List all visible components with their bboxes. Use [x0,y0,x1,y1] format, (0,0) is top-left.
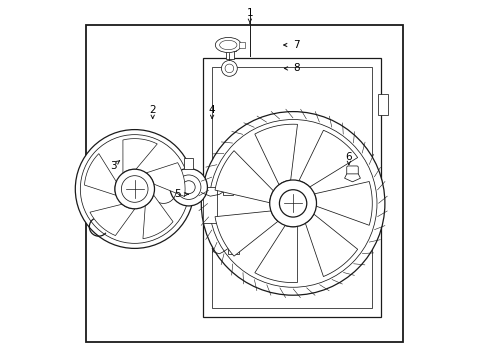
Circle shape [224,64,233,73]
Bar [228,246,239,254]
Circle shape [335,152,347,165]
Ellipse shape [219,40,237,50]
Circle shape [75,130,194,248]
Polygon shape [344,174,360,182]
Circle shape [269,180,316,227]
Bar [212,67,371,308]
Text: 4: 4 [208,105,215,115]
Polygon shape [84,154,116,195]
Bar [86,25,402,342]
Text: 5: 5 [174,189,181,199]
Circle shape [182,181,195,194]
Text: 1: 1 [246,8,253,18]
Polygon shape [254,225,297,283]
Bar [203,187,216,223]
Bar [378,94,387,115]
Polygon shape [305,214,357,276]
Circle shape [209,120,376,287]
Text: 8: 8 [293,63,300,73]
Bar [224,45,235,51]
Bar [203,58,381,317]
Circle shape [279,190,306,217]
Circle shape [201,112,384,295]
Bar [103,212,119,227]
Polygon shape [314,181,371,225]
Polygon shape [215,211,277,256]
Circle shape [121,176,148,202]
Polygon shape [90,204,135,235]
Polygon shape [298,130,357,187]
Bar [223,187,232,195]
Circle shape [338,156,344,161]
Circle shape [176,175,201,199]
Polygon shape [146,163,185,197]
Circle shape [221,60,237,76]
Text: 2: 2 [149,105,156,115]
Polygon shape [254,124,297,185]
Bar [239,42,244,48]
Circle shape [107,215,115,224]
Bar [225,49,234,59]
Polygon shape [142,195,173,239]
Circle shape [170,168,207,206]
Text: 3: 3 [110,161,116,171]
FancyBboxPatch shape [346,166,358,175]
Polygon shape [122,139,157,173]
Bar [184,158,193,169]
Text: 7: 7 [293,40,300,50]
Circle shape [115,169,154,209]
Polygon shape [215,150,273,203]
Ellipse shape [215,37,241,53]
Circle shape [80,135,189,243]
Text: 6: 6 [345,152,351,162]
